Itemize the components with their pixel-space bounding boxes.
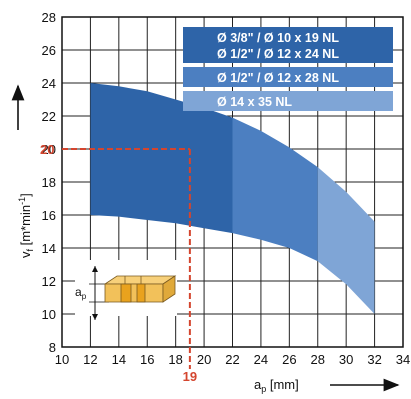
y-tick-label: 18 [42,175,56,190]
x-tick-label: 10 [55,352,69,367]
legend-label: Ø 1/2" / Ø 12 x 24 NL [217,47,339,61]
x-tick-label: 12 [83,352,97,367]
y-tick-label: 12 [42,274,56,289]
y-tick-label: 26 [42,43,56,58]
x-tick-label: 30 [339,352,353,367]
y-tick-labels: 8 10 12 14 16 18 20 22 24 26 28 [42,10,56,355]
y-axis-sup: -1 [17,197,27,205]
y-tick-label: 16 [42,208,56,223]
x-tick-label: 34 [396,352,410,367]
x-tick-label: 18 [168,352,182,367]
svg-text:vf [m*min-1]: vf [m*min-1] [17,193,35,258]
x-axis-main: a [254,377,262,392]
x-tick-label: 14 [112,352,126,367]
y-axis-unit: [m*min [18,205,33,249]
x-tick-label: 16 [140,352,154,367]
x-tick-label: 22 [225,352,239,367]
legend-label: Ø 14 x 35 NL [217,95,292,109]
y-axis-sub: f [25,249,35,252]
inset-ap-label: ap [75,285,87,301]
y-axis-main: v [18,251,33,258]
y-tick-label: 14 [42,241,56,256]
y-tick-label: 24 [42,76,56,91]
y-tick-label: 28 [42,10,56,25]
x-tick-label: 24 [254,352,268,367]
legend-label: Ø 1/2" / Ø 12 x 28 NL [217,71,339,85]
inset-ap-main: a [75,285,82,299]
x-tick-labels: 10 12 14 16 18 20 22 24 26 28 30 32 34 [55,352,410,367]
marker-x-label: 19 [183,369,197,384]
y-tick-label: 8 [49,340,56,355]
x-axis-title: ap [mm] [254,377,299,394]
plot-frame [61,16,404,348]
depth-of-cut-illustration: ap [75,260,177,320]
y-axis-title: vf [m*min-1] [17,193,35,258]
y-tick-label: 10 [42,307,56,322]
legend-swatch-3 [183,91,393,111]
inset-ap-sub: p [82,292,87,301]
legend-swatch-2 [183,67,393,87]
x-tick-label: 32 [367,352,381,367]
legend: Ø 3/8" / Ø 10 x 19 NL Ø 1/2" / Ø 12 x 24 … [183,27,393,111]
y-axis-close: ] [18,193,33,197]
x-tick-label: 26 [282,352,296,367]
x-tick-label: 20 [197,352,211,367]
x-axis-sub: p [261,384,266,394]
legend-label: Ø 3/8" / Ø 10 x 19 NL [217,31,339,45]
legend-swatch-1 [183,27,393,63]
y-tick-label: 20 [42,142,56,157]
x-axis-unit: [mm] [266,377,299,392]
x-tick-label: 28 [311,352,325,367]
y-tick-label: 22 [42,109,56,124]
marker-y-label: 20 [40,142,54,157]
